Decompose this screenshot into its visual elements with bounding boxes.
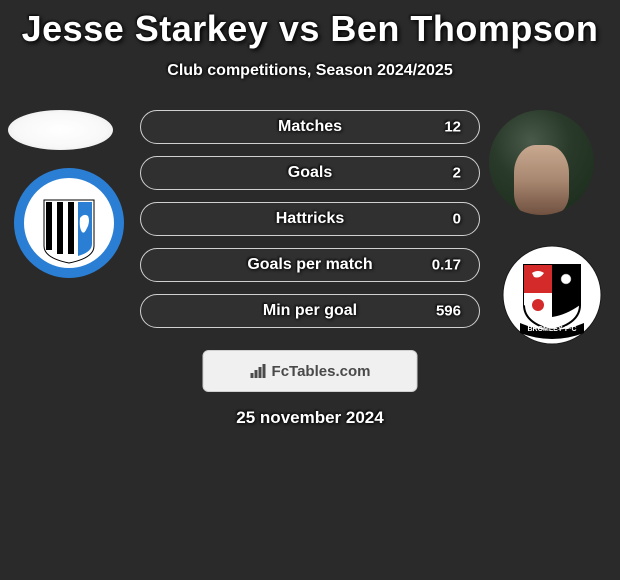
club-badge-right: BROMLEY·F·C <box>502 245 602 345</box>
stat-row-goals: Goals 2 <box>140 156 480 190</box>
player-avatar-left <box>8 110 113 150</box>
stat-value: 0 <box>453 211 461 228</box>
comparison-subtitle: Club competitions, Season 2024/2025 <box>0 62 620 80</box>
club-badge-left: GILLINGHAM <box>14 168 124 278</box>
stat-row-min-per-goal: Min per goal 596 <box>140 294 480 328</box>
stat-label: Goals <box>288 164 332 182</box>
stat-label: Matches <box>278 118 342 136</box>
stat-row-hattricks: Hattricks 0 <box>140 202 480 236</box>
date-label: 25 november 2024 <box>236 408 383 428</box>
stat-value: 2 <box>453 165 461 182</box>
player-avatar-right <box>489 110 594 215</box>
comparison-title: Jesse Starkey vs Ben Thompson <box>0 0 620 50</box>
stat-label: Hattricks <box>276 210 344 228</box>
stat-row-goals-per-match: Goals per match 0.17 <box>140 248 480 282</box>
stat-label: Min per goal <box>263 302 357 320</box>
stat-value: 12 <box>444 119 461 136</box>
chart-icon <box>250 364 268 378</box>
stat-value: 0.17 <box>432 257 461 274</box>
attribution-badge: FcTables.com <box>203 350 418 392</box>
comparison-content: GILLINGHAM BROMLEY·F·C Matches 12 Goals … <box>0 110 620 350</box>
stat-row-matches: Matches 12 <box>140 110 480 144</box>
stat-value: 596 <box>436 303 461 320</box>
attribution-text: FcTables.com <box>250 363 371 380</box>
stat-rows: Matches 12 Goals 2 Hattricks 0 Goals per… <box>140 110 480 340</box>
svg-text:BROMLEY·F·C: BROMLEY·F·C <box>528 326 577 333</box>
svg-text:GILLINGHAM: GILLINGHAM <box>50 186 88 192</box>
attribution-label: FcTables.com <box>272 363 371 380</box>
stat-label: Goals per match <box>247 256 372 274</box>
